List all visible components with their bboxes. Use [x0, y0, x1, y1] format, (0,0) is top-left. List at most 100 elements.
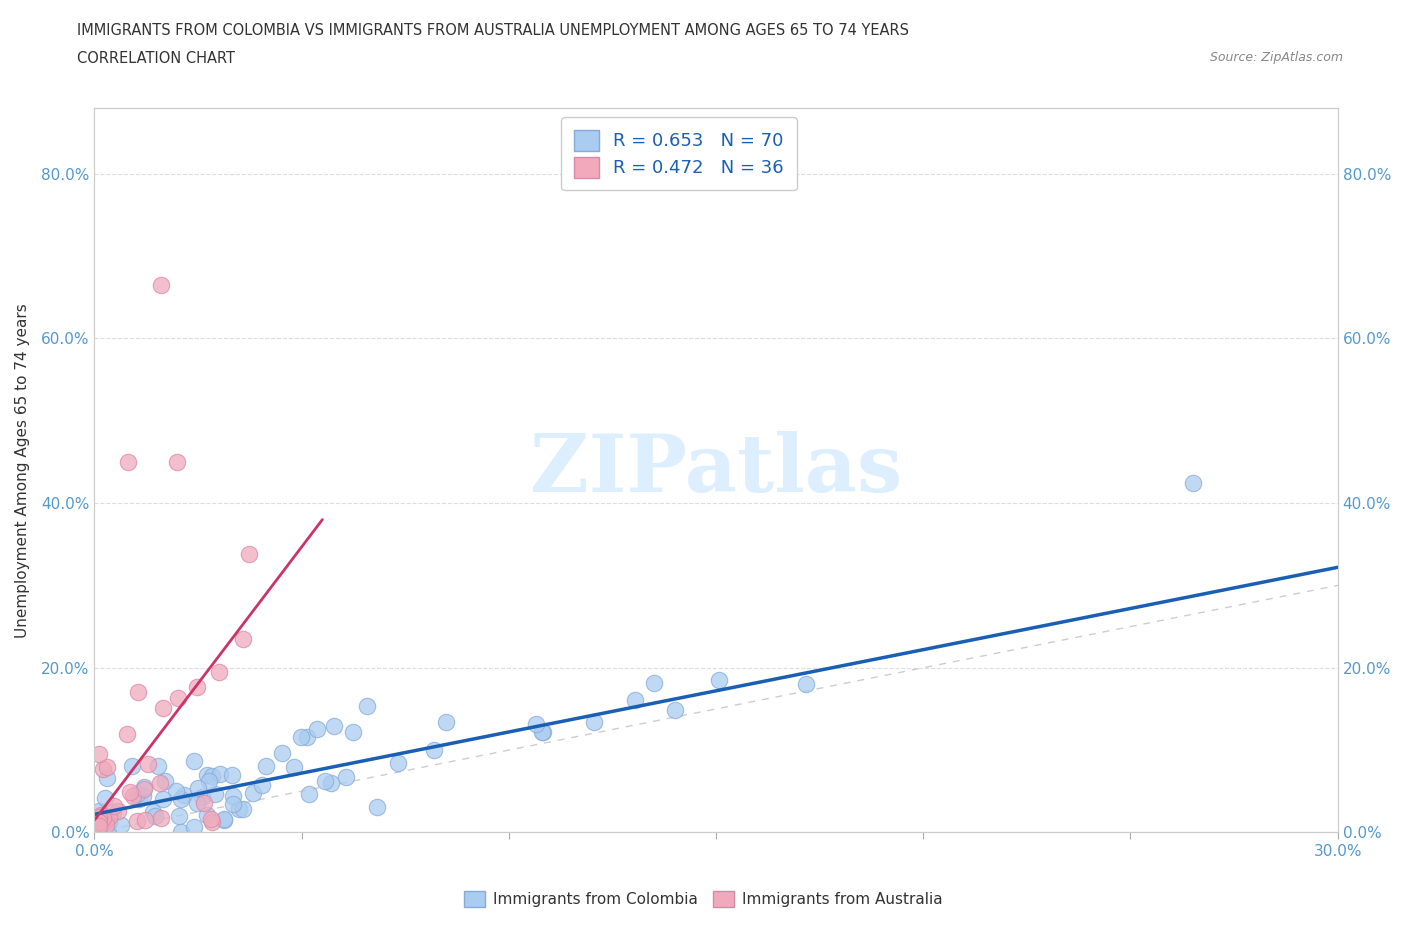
Point: [149, 277, 172, 292]
Point: [152, 701, 174, 716]
Point: [323, 719, 346, 734]
Y-axis label: Unemployment Among Ages 65 to 74 years: Unemployment Among Ages 65 to 74 years: [15, 303, 30, 638]
Point: [366, 800, 388, 815]
Point: [290, 730, 312, 745]
Point: [153, 773, 176, 788]
Point: [298, 787, 321, 802]
Point: [165, 783, 187, 798]
Text: Source: ZipAtlas.com: Source: ZipAtlas.com: [1209, 51, 1343, 64]
Point: [228, 802, 250, 817]
Point: [149, 776, 172, 790]
Point: [187, 780, 209, 795]
Point: [201, 815, 224, 830]
Point: [201, 768, 224, 783]
Point: [200, 812, 222, 827]
Legend: Immigrants from Colombia, Immigrants from Australia: Immigrants from Colombia, Immigrants fro…: [457, 884, 949, 913]
Point: [387, 755, 409, 770]
Point: [128, 791, 150, 806]
Legend: R = 0.653   N = 70, R = 0.472   N = 36: R = 0.653 N = 70, R = 0.472 N = 36: [561, 117, 797, 191]
Point: [90, 808, 112, 823]
Point: [97, 824, 120, 839]
Point: [98, 815, 121, 830]
Point: [91, 817, 114, 832]
Point: [232, 802, 254, 817]
Point: [169, 808, 191, 823]
Point: [238, 546, 260, 561]
Point: [212, 812, 235, 827]
Point: [423, 742, 446, 757]
Point: [91, 762, 114, 777]
Point: [250, 777, 273, 792]
Point: [356, 698, 378, 713]
Point: [166, 455, 188, 470]
Point: [134, 779, 156, 794]
Point: [271, 745, 294, 760]
Point: [166, 690, 188, 705]
Point: [173, 788, 195, 803]
Text: ZIPatlas: ZIPatlas: [530, 432, 903, 510]
Point: [305, 721, 328, 736]
Point: [531, 724, 554, 739]
Point: [122, 789, 145, 804]
Point: [191, 790, 214, 804]
Point: [110, 817, 132, 832]
Point: [149, 810, 172, 825]
Point: [115, 726, 138, 741]
Point: [143, 808, 166, 823]
Point: [87, 818, 110, 833]
Point: [183, 819, 205, 834]
Point: [530, 724, 553, 739]
Point: [127, 814, 149, 829]
Point: [132, 781, 155, 796]
Point: [335, 770, 357, 785]
Point: [208, 664, 231, 679]
Point: [342, 725, 364, 740]
Point: [152, 791, 174, 806]
Text: CORRELATION CHART: CORRELATION CHART: [77, 51, 235, 66]
Point: [87, 810, 110, 825]
Point: [643, 675, 665, 690]
Point: [283, 759, 305, 774]
Text: IMMIGRANTS FROM COLOMBIA VS IMMIGRANTS FROM AUSTRALIA UNEMPLOYMENT AMONG AGES 65: IMMIGRANTS FROM COLOMBIA VS IMMIGRANTS F…: [77, 23, 910, 38]
Point: [170, 824, 193, 839]
Point: [664, 703, 686, 718]
Point: [136, 757, 159, 772]
Point: [89, 824, 111, 839]
Point: [127, 685, 149, 700]
Point: [170, 791, 193, 806]
Point: [314, 774, 336, 789]
Point: [94, 813, 117, 828]
Point: [221, 789, 243, 804]
Point: [709, 672, 731, 687]
Point: [101, 804, 124, 819]
Point: [96, 759, 118, 774]
Point: [107, 804, 129, 818]
Point: [254, 758, 277, 773]
Point: [103, 799, 125, 814]
Point: [186, 795, 208, 810]
Point: [195, 807, 218, 822]
Point: [295, 729, 318, 744]
Point: [212, 812, 235, 827]
Point: [232, 631, 254, 646]
Point: [186, 680, 208, 695]
Point: [118, 784, 141, 799]
Point: [221, 767, 243, 782]
Point: [146, 759, 169, 774]
Point: [524, 717, 547, 732]
Point: [87, 804, 110, 818]
Point: [1181, 475, 1204, 490]
Point: [91, 810, 114, 825]
Point: [96, 818, 118, 833]
Point: [183, 753, 205, 768]
Point: [195, 768, 218, 783]
Point: [582, 714, 605, 729]
Point: [794, 677, 817, 692]
Point: [121, 759, 143, 774]
Point: [198, 774, 221, 789]
Point: [434, 715, 457, 730]
Point: [93, 790, 115, 805]
Point: [193, 796, 215, 811]
Point: [134, 813, 156, 828]
Point: [321, 776, 343, 790]
